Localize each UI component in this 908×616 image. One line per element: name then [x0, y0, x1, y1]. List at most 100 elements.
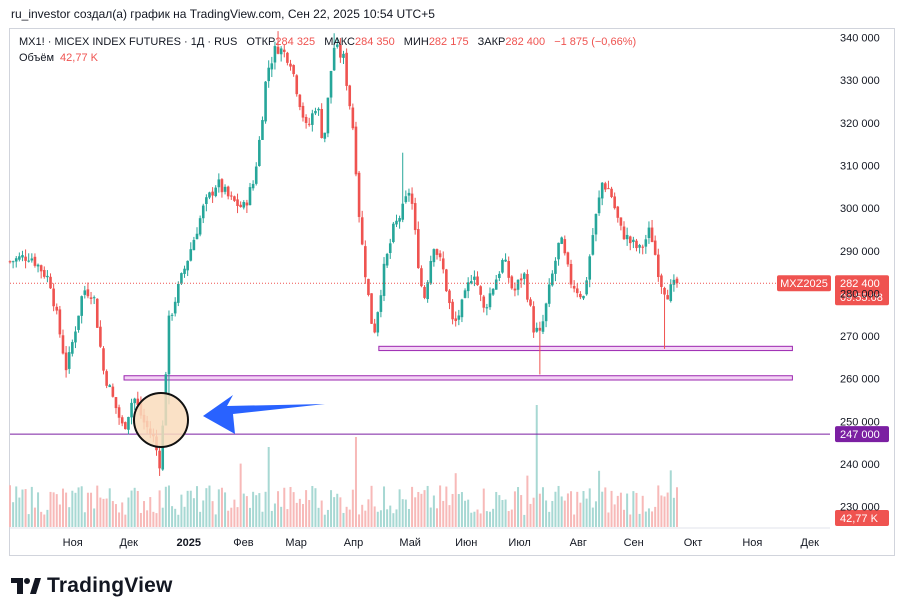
candle-body	[426, 282, 429, 300]
volume-bar	[152, 511, 155, 527]
legend-symbol[interactable]: MX1! · MICEX INDEX FUTURES · 1Д · RUS	[19, 36, 238, 48]
volume-bar	[314, 488, 317, 527]
volume-bar	[411, 486, 414, 527]
time-tick-label: Дек	[801, 537, 820, 549]
volume-bar	[507, 511, 510, 527]
time-tick-label: Окт	[684, 537, 703, 549]
candle-body	[460, 299, 464, 318]
volume-bar	[77, 487, 80, 527]
volume-bar	[149, 497, 152, 527]
volume-bar	[189, 490, 192, 527]
volume-bar	[588, 488, 591, 527]
volume-bar	[348, 509, 351, 527]
volume-bar	[464, 500, 467, 527]
candle-body	[258, 139, 261, 166]
volume-bar	[71, 490, 74, 527]
support-zone-rect[interactable]	[378, 345, 793, 352]
candle-body	[638, 244, 641, 248]
time-axis: Ноя Дек 2025 Фев Мар Апр Май Июн Июл Авг Сен Окт Ноя…	[63, 537, 819, 549]
volume-bar	[523, 514, 526, 527]
volume-bar	[629, 514, 632, 527]
volume-bar	[336, 493, 339, 527]
chart-frame	[9, 28, 895, 556]
volume-bar	[367, 499, 370, 527]
time-tick-label: Мар	[285, 537, 307, 549]
candle-body	[74, 331, 77, 343]
volume-bar	[196, 486, 199, 527]
time-tick-label: Дек	[120, 537, 139, 549]
volume-bar	[270, 510, 273, 527]
candle-body	[407, 192, 411, 196]
candle-body	[541, 321, 545, 332]
price-tick-label: 330 000	[840, 75, 880, 87]
volume-bar	[320, 500, 323, 527]
candle-body	[413, 203, 417, 231]
candle-body	[501, 260, 504, 273]
volume-bar	[660, 495, 663, 527]
volume-bar	[370, 485, 373, 527]
candle-body	[666, 295, 669, 300]
candle-body	[504, 259, 507, 262]
volume-bar	[308, 499, 311, 527]
chart-author-caption: ru_investor создал(а) график на TradingV…	[11, 7, 435, 21]
volume-bar	[311, 485, 314, 527]
candle-body	[304, 116, 308, 123]
volume-bar	[124, 514, 127, 527]
candle-body	[130, 402, 133, 418]
candle-body	[127, 416, 130, 430]
volume-bar	[395, 509, 398, 527]
highlight-circle[interactable]	[133, 392, 189, 448]
candle-body	[323, 132, 327, 139]
candle-body	[27, 260, 31, 262]
volume-bar	[454, 473, 457, 527]
candle-body	[189, 249, 193, 261]
candle-body	[466, 282, 470, 292]
volume-bar	[180, 494, 183, 527]
volume-bar	[361, 504, 364, 527]
volume-bar	[205, 488, 208, 527]
volume-bar	[451, 493, 454, 527]
legend-open-value: 284 325	[275, 36, 316, 48]
candle-body	[367, 278, 370, 295]
candle-body	[607, 188, 610, 190]
candle-body	[102, 348, 105, 371]
volume-legend-label[interactable]: Объём	[19, 52, 55, 64]
candle-body	[451, 301, 454, 320]
volume-bar	[479, 513, 482, 527]
support-zone-rect[interactable]	[123, 375, 793, 381]
candle-body	[660, 275, 663, 287]
pointer-arrow[interactable]	[203, 395, 325, 434]
volume-bar	[289, 486, 292, 527]
candle-body	[650, 227, 654, 243]
candle-body	[173, 301, 177, 314]
volume-bar	[49, 491, 52, 527]
candle-body	[351, 107, 355, 129]
tradingview-logo[interactable]: TradingView	[11, 574, 173, 598]
volume-bar	[90, 492, 93, 527]
volume-bar	[261, 511, 264, 527]
countdown-text: 09:55:08	[840, 292, 883, 304]
volume-bar	[224, 492, 227, 527]
volume-bar	[242, 493, 245, 527]
legend-change-value: −1 875 (−0,66%)	[554, 36, 637, 48]
volume-bar	[513, 491, 516, 527]
volume-bar	[591, 507, 594, 527]
volume-bar	[423, 490, 426, 527]
candle-body	[544, 303, 548, 322]
candle-body	[600, 182, 604, 199]
annotations: MXZ2025 282 400 09:55:08 247 000 42,77 K	[10, 275, 889, 526]
candle-body	[251, 183, 255, 189]
volume-bar	[436, 508, 439, 527]
volume-bar	[647, 508, 650, 527]
volume-bar	[273, 503, 276, 527]
volume-bar	[573, 514, 576, 527]
chart-legend: MX1! · MICEX INDEX FUTURES · 1Д · RUS ОТ…	[19, 36, 636, 48]
candle-body	[298, 94, 302, 108]
volume-bar	[342, 512, 345, 527]
candle-body	[314, 110, 317, 114]
volume-bar	[570, 491, 573, 527]
symbol-badge	[777, 275, 831, 292]
volume-bar	[495, 491, 498, 527]
volume-bar	[379, 510, 382, 527]
